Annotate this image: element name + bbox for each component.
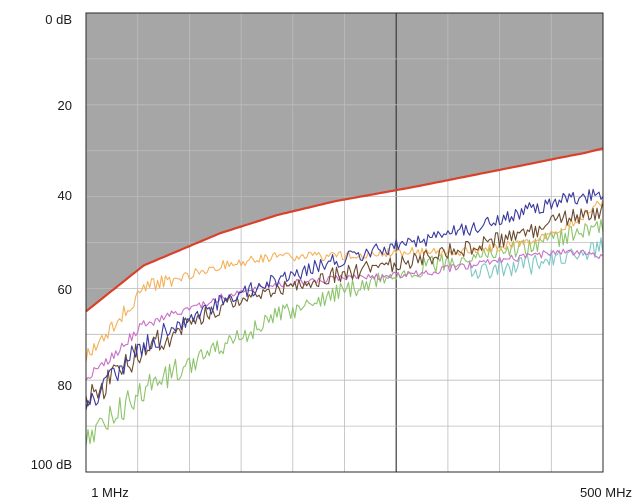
series-line-navy bbox=[85, 188, 604, 411]
x-tick-label-500mhz: 500 MHz bbox=[580, 485, 632, 500]
y-tick-label-60: 60 bbox=[58, 282, 72, 297]
y-tick-label-20: 20 bbox=[58, 98, 72, 113]
series-line-limit bbox=[85, 147, 604, 313]
y-tick-label-0: 0 dB bbox=[45, 12, 72, 27]
series-line-orange bbox=[85, 198, 604, 363]
plot-border bbox=[85, 12, 604, 473]
y-tick-label-100: 100 dB bbox=[31, 457, 72, 472]
series-group bbox=[85, 147, 604, 447]
series-line-brown bbox=[85, 202, 604, 407]
y-tick-label-40: 40 bbox=[58, 188, 72, 203]
series-line-magenta bbox=[85, 248, 604, 381]
grid bbox=[86, 13, 603, 472]
y-tick-label-80: 80 bbox=[58, 378, 72, 393]
series-line-green bbox=[85, 218, 604, 447]
x-tick-label-1mhz: 1 MHz bbox=[91, 485, 129, 500]
